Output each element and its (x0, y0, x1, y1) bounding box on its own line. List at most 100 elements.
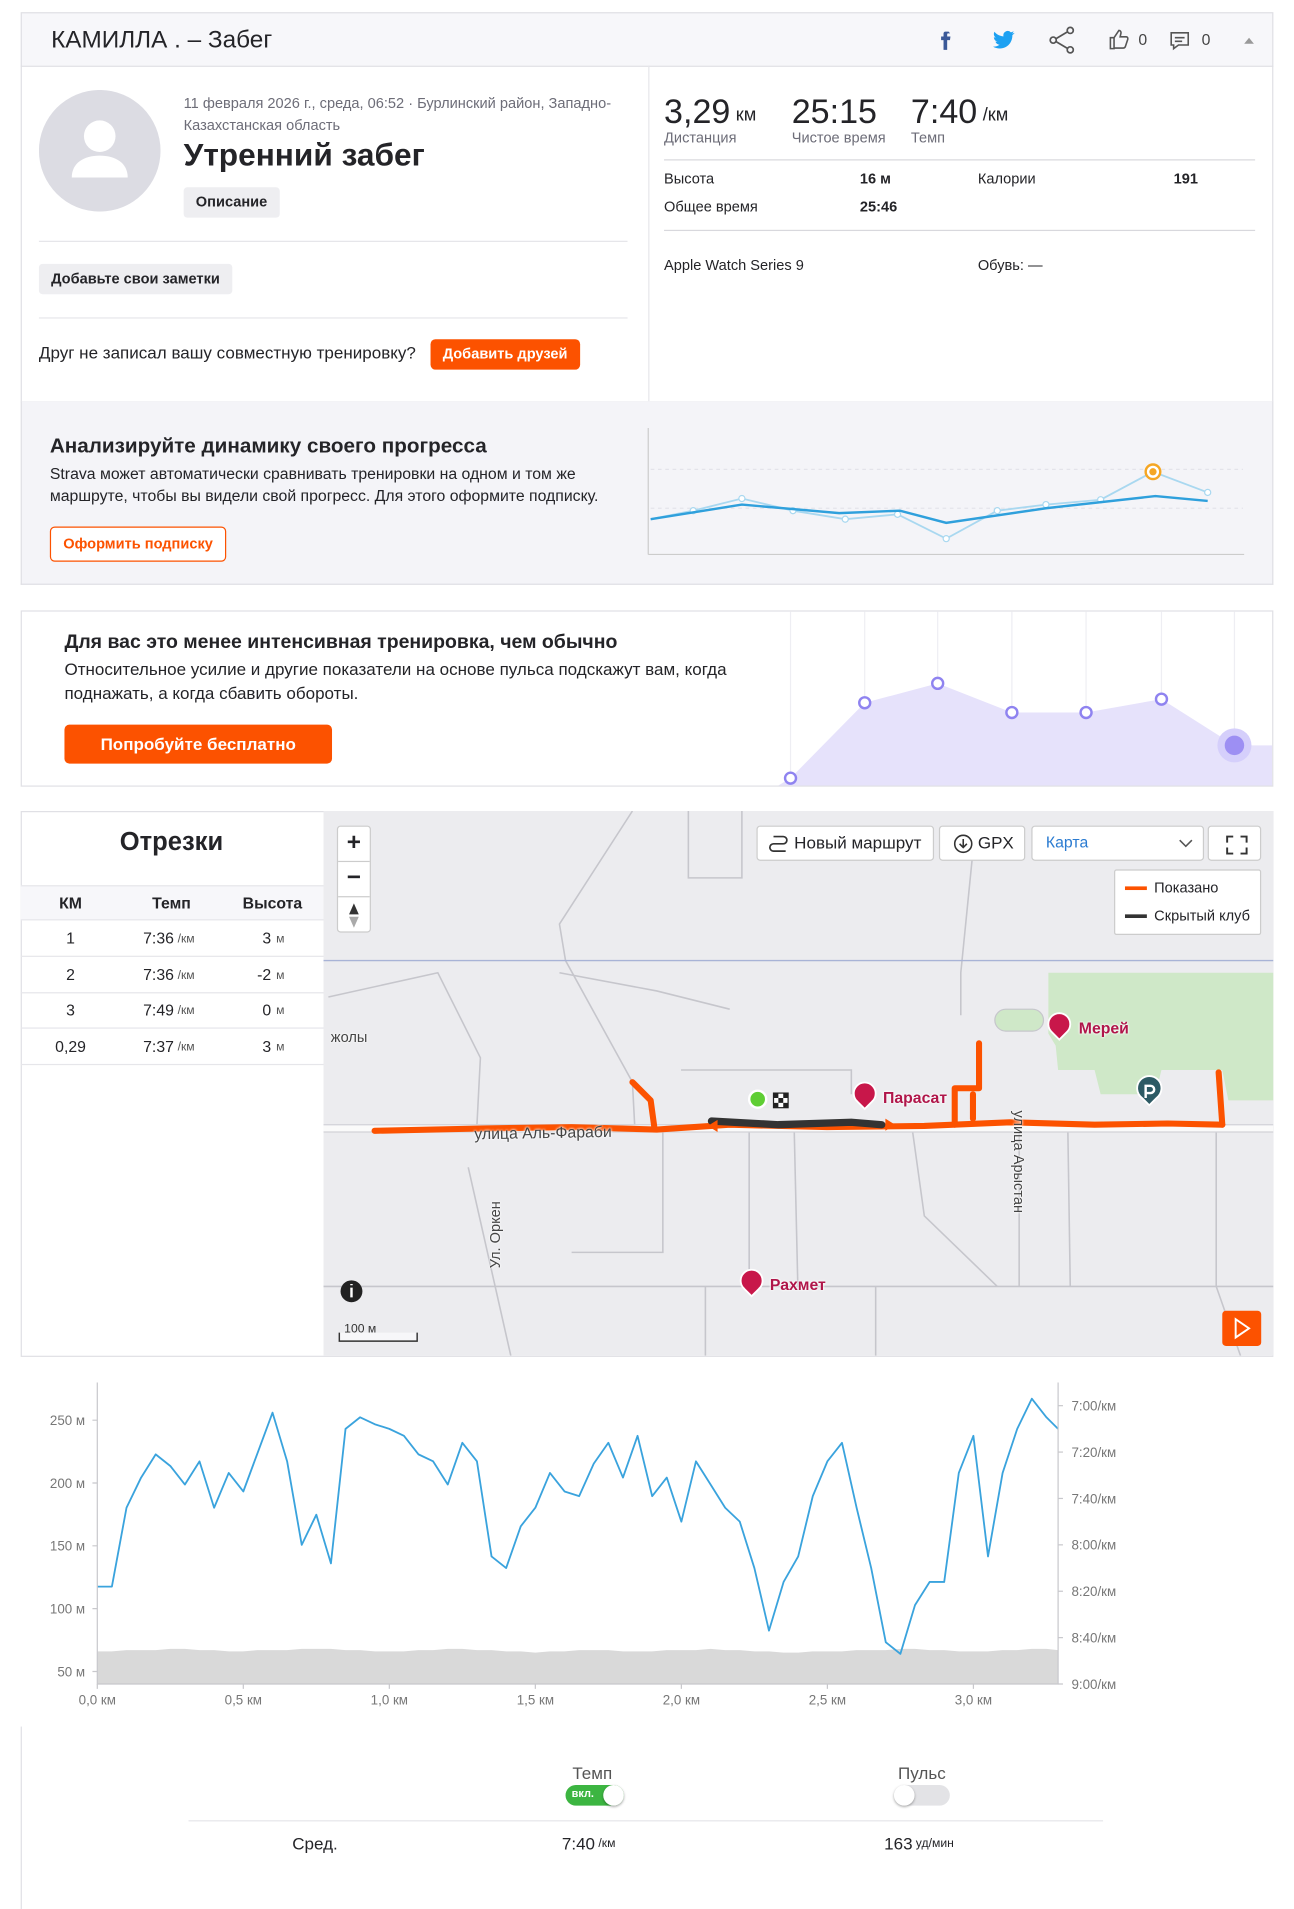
segment-km: 3 (66, 1000, 75, 1019)
segment-elev: 3 (262, 928, 272, 948)
legend-swatch (1124, 914, 1147, 919)
comment-icon[interactable] (1170, 32, 1190, 51)
place-label: Парасат (882, 1088, 948, 1107)
device: Apple Watch Series 9 (664, 256, 804, 274)
avg-pace: 7:40 (561, 1833, 596, 1854)
fullscreen-button[interactable] (1207, 825, 1262, 861)
analyze-text: Strava может автоматически сравнивать тр… (49, 464, 599, 505)
y2-tick-label: 7:20/км (1071, 1445, 1116, 1460)
detail-value: 25:46 (859, 198, 898, 216)
segment-pace: 7:36 (143, 928, 174, 948)
segment-km: 0,29 (55, 1036, 86, 1055)
avg-pace-unit: /км (598, 1837, 616, 1851)
row-divider (20, 991, 324, 993)
place-label: Мерей (1078, 1018, 1129, 1038)
stat-label: Чистое время (791, 128, 886, 146)
description-button[interactable]: Описание (183, 187, 280, 218)
segments-title: Отрезки (119, 828, 224, 856)
row-divider (20, 955, 324, 957)
x-tick-label: 2,5 км (809, 1693, 846, 1708)
notes-button[interactable]: Добавьте свои заметки (38, 263, 233, 295)
intensity-card (20, 610, 1274, 787)
row-divider (20, 1027, 324, 1029)
x-tick-label: 0,5 км (225, 1693, 262, 1708)
detail-label: Общее время (664, 198, 758, 216)
divider (648, 65, 650, 403)
segment-pace: 7:36 (143, 964, 174, 984)
map-legend (1114, 869, 1262, 936)
y2-tick-label: 8:00/км (1071, 1538, 1116, 1553)
column-header: Темп (152, 893, 191, 912)
row-divider (20, 1063, 324, 1065)
tab-label: Темп (572, 1763, 613, 1783)
detail-value: 191 (1173, 170, 1198, 188)
segment-elev-unit: м (276, 968, 285, 982)
divider (664, 159, 1256, 161)
street-label: Ул. Оркен (486, 1201, 504, 1269)
subscribe-button[interactable]: Оформить подписку (49, 526, 227, 562)
pace-chart: 50 м 100 м 150 м 200 м 250 м 7:00/км 7:20/км 7:… (50, 1382, 1116, 1708)
collapse-icon[interactable] (1244, 37, 1254, 44)
intensity-title: Для вас это менее интенсивная тренировка… (64, 632, 618, 653)
zoom-in[interactable]: + (346, 829, 362, 856)
pace-line (97, 1397, 1059, 1655)
progress-illustration (647, 427, 1245, 556)
gpx-button[interactable] (938, 825, 1026, 861)
activity-name: Утренний забег (183, 136, 425, 173)
activity-title: КАМИЛЛА . – Забег (51, 26, 273, 54)
shoes: Обувь: — (977, 256, 1043, 274)
new-route-label[interactable]: Новый маршрут (794, 832, 922, 853)
tab-label: Пульс (898, 1763, 946, 1783)
y2-tick-label: 7:00/км (1071, 1399, 1116, 1414)
street-label: улица Аль-Фараби (474, 1122, 612, 1143)
segment-elev: 0 (262, 1000, 272, 1019)
y-tick-label: 150 м (50, 1539, 85, 1554)
elevation-area (97, 1648, 1059, 1685)
avatar (38, 89, 161, 212)
segment-pace-unit: /км (177, 968, 195, 982)
activity-meta: 11 февраля 2026 г., среда, 06:52 · Бурли… (183, 94, 612, 134)
stat-value: 7:40 (910, 92, 978, 131)
layer-label[interactable]: Карта (1045, 832, 1089, 852)
segment-elev-unit: м (276, 932, 285, 946)
y-tick-label: 50 м (57, 1664, 85, 1679)
share-icon[interactable] (1049, 26, 1075, 54)
analyze-title: Анализируйте динамику своего прогресса (49, 434, 487, 458)
place-label: Рахмет (769, 1275, 826, 1294)
kudos-count: 0 (1138, 30, 1148, 49)
avg-label: Сред. (292, 1833, 338, 1854)
gpx-label[interactable]: GPX (977, 832, 1014, 853)
stat-label: Дистанция (664, 128, 737, 146)
x-tick-label: 2,0 км (663, 1693, 700, 1708)
segment-elev-unit: м (276, 1004, 285, 1018)
kudos-icon[interactable] (1109, 29, 1129, 50)
y2-tick-label: 7:40/км (1071, 1491, 1116, 1506)
legend-swatch (1124, 886, 1147, 891)
try-free-button[interactable]: Попробуйте бесплатно (64, 724, 333, 764)
y-tick-label: 200 м (50, 1476, 85, 1491)
y-tick-label: 100 м (50, 1602, 85, 1617)
segment-elev: -2 (257, 964, 272, 984)
segment-km: 2 (66, 964, 75, 984)
zoom-controls (336, 825, 371, 933)
x-tick-label: 1,5 км (517, 1693, 554, 1708)
twitter-icon[interactable] (993, 31, 1015, 49)
segment-km: 1 (66, 928, 75, 948)
divider (38, 317, 628, 319)
toggle-label: вкл. (571, 1787, 594, 1800)
column-header: Высота (242, 893, 303, 912)
segment-pace: 7:37 (143, 1036, 174, 1055)
map-layer-select[interactable] (1031, 825, 1205, 861)
avg-hr: 163 (884, 1833, 913, 1854)
compass[interactable] (345, 902, 362, 929)
zoom-out[interactable]: − (346, 864, 362, 892)
legend-label: Скрытый клуб (1154, 907, 1250, 925)
y2-tick-label: 9:00/км (1071, 1677, 1116, 1692)
axis-line (96, 1382, 1059, 1685)
friends-button[interactable]: Добавить друзей (430, 339, 580, 370)
segment-pace-unit: /км (177, 1040, 195, 1054)
segment-elev-unit: м (276, 1040, 285, 1054)
facebook-icon[interactable] (941, 31, 951, 50)
y-tick-label: 250 м (50, 1413, 85, 1428)
